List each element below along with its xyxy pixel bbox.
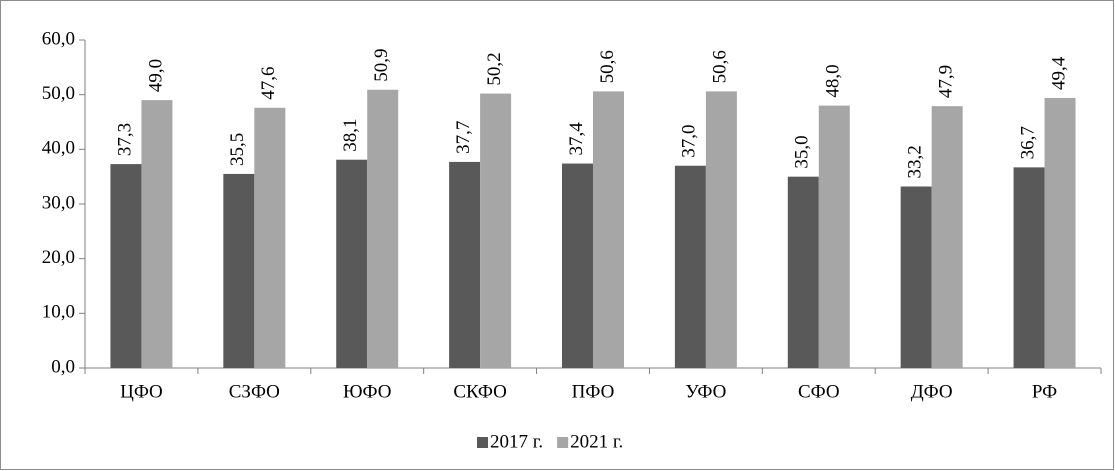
bar bbox=[1013, 167, 1045, 368]
data-label: 50,6 bbox=[597, 50, 618, 83]
data-label: 33,2 bbox=[905, 145, 926, 178]
x-tick-label: СЗФО bbox=[229, 381, 280, 402]
legend-swatch bbox=[557, 437, 569, 448]
bar bbox=[336, 159, 368, 368]
y-tick-label: 60,0 bbox=[42, 28, 75, 49]
y-tick-label: 40,0 bbox=[42, 138, 75, 159]
legend-label: 2021 г. bbox=[570, 431, 623, 452]
y-tick-label: 30,0 bbox=[42, 192, 75, 213]
data-label: 37,4 bbox=[566, 122, 587, 156]
x-tick-label: ДФО bbox=[911, 381, 953, 402]
data-label: 37,0 bbox=[679, 124, 700, 157]
x-tick-label: СКФО bbox=[453, 381, 506, 402]
bar bbox=[110, 164, 142, 368]
bar bbox=[787, 176, 819, 368]
bar bbox=[931, 106, 963, 368]
data-label: 47,9 bbox=[936, 65, 957, 98]
y-tick-label: 0,0 bbox=[51, 356, 75, 377]
x-tick-label: СФО bbox=[798, 381, 840, 402]
data-label: 35,0 bbox=[792, 135, 813, 168]
data-label: 50,9 bbox=[371, 48, 392, 81]
data-label: 35,5 bbox=[227, 133, 248, 166]
data-label: 48,0 bbox=[823, 64, 844, 97]
bar bbox=[1044, 97, 1076, 369]
bar bbox=[705, 91, 737, 369]
bar bbox=[562, 163, 593, 368]
bar bbox=[254, 107, 286, 368]
x-tick-label: ЮФО bbox=[343, 381, 392, 402]
bar bbox=[141, 100, 173, 368]
x-tick-label: РФ bbox=[1032, 381, 1057, 402]
bar bbox=[449, 161, 481, 368]
bar bbox=[674, 165, 706, 368]
data-label: 38,1 bbox=[340, 118, 361, 151]
bar bbox=[223, 173, 255, 368]
data-label: 36,7 bbox=[1017, 126, 1038, 159]
data-label: 37,7 bbox=[453, 121, 474, 154]
y-tick-label: 10,0 bbox=[42, 302, 75, 323]
y-tick-label: 20,0 bbox=[42, 247, 75, 268]
data-label: 37,3 bbox=[114, 123, 135, 156]
bar bbox=[593, 91, 624, 369]
data-label: 50,6 bbox=[710, 50, 731, 83]
bar bbox=[818, 105, 850, 368]
bar bbox=[900, 186, 932, 368]
data-label: 50,2 bbox=[484, 52, 505, 85]
data-label: 49,4 bbox=[1048, 56, 1069, 90]
x-tick-label: ЦФО bbox=[120, 381, 163, 402]
x-tick-label: УФО bbox=[685, 381, 726, 402]
data-label: 49,0 bbox=[145, 59, 166, 92]
legend-swatch bbox=[477, 437, 488, 448]
bar bbox=[367, 89, 399, 368]
x-tick-label: ПФО bbox=[572, 381, 615, 402]
bar bbox=[480, 93, 512, 368]
legend-label: 2017 г. bbox=[490, 431, 543, 452]
y-tick-label: 50,0 bbox=[42, 83, 75, 104]
data-label: 47,6 bbox=[258, 67, 279, 100]
